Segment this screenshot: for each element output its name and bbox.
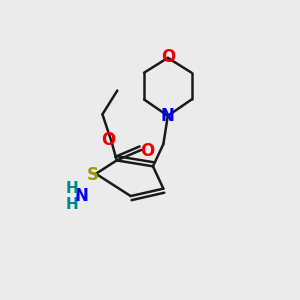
Text: O: O (140, 142, 154, 160)
Text: H: H (65, 181, 78, 196)
Text: N: N (161, 107, 175, 125)
Text: N: N (74, 187, 88, 205)
Text: O: O (101, 131, 115, 149)
Text: H: H (65, 196, 78, 211)
Text: S: S (87, 166, 99, 184)
Text: O: O (161, 48, 175, 66)
